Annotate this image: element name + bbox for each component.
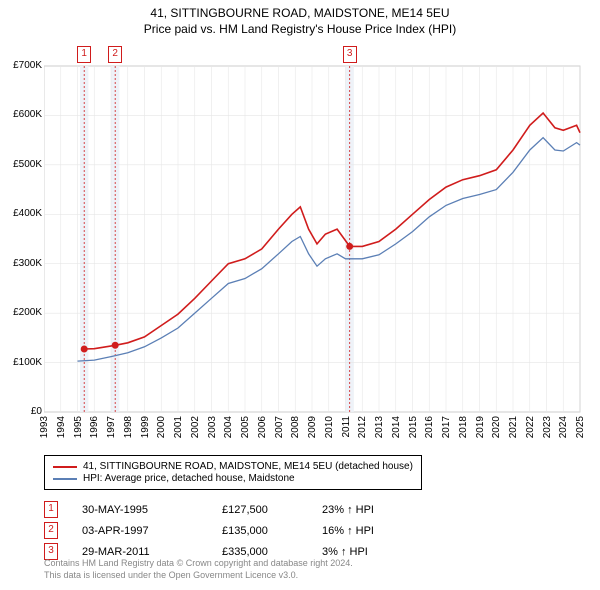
- y-axis-label: £400K: [0, 208, 42, 219]
- x-axis-label: 2010: [324, 416, 335, 438]
- legend-label: 41, SITTINGBOURNE ROAD, MAIDSTONE, ME14 …: [83, 461, 413, 472]
- x-axis-label: 2016: [424, 416, 435, 438]
- x-axis-label: 2014: [391, 416, 402, 438]
- chart-title: 41, SITTINGBOURNE ROAD, MAIDSTONE, ME14 …: [0, 0, 600, 36]
- x-axis-label: 1996: [89, 416, 100, 438]
- sale-price: £335,000: [222, 546, 322, 558]
- title-line-1: 41, SITTINGBOURNE ROAD, MAIDSTONE, ME14 …: [0, 6, 600, 20]
- x-axis-label: 2003: [207, 416, 218, 438]
- footer-line-2: This data is licensed under the Open Gov…: [44, 570, 353, 582]
- legend: 41, SITTINGBOURNE ROAD, MAIDSTONE, ME14 …: [44, 455, 422, 490]
- legend-label: HPI: Average price, detached house, Maid…: [83, 473, 295, 484]
- legend-item: 41, SITTINGBOURNE ROAD, MAIDSTONE, ME14 …: [53, 461, 413, 472]
- x-axis-label: 2024: [558, 416, 569, 438]
- sale-marker-1: 1: [77, 46, 91, 63]
- legend-item: HPI: Average price, detached house, Maid…: [53, 473, 413, 484]
- x-axis-label: 2012: [357, 416, 368, 438]
- sales-table: 1 30-MAY-1995£127,50023% ↑ HPI 2 03-APR-199…: [44, 497, 374, 564]
- y-axis-label: £200K: [0, 307, 42, 318]
- sale-marker-2: 2: [108, 46, 122, 63]
- y-axis-label: £500K: [0, 159, 42, 170]
- x-axis-label: 2004: [223, 416, 234, 438]
- y-axis-label: £600K: [0, 109, 42, 120]
- x-axis-label: 2017: [441, 416, 452, 438]
- chart-svg: [44, 46, 584, 416]
- sale-date: 03-APR-1997: [82, 525, 222, 537]
- x-axis-label: 2001: [173, 416, 184, 438]
- legend-swatch: [53, 466, 77, 468]
- sale-row: 1 30-MAY-1995£127,50023% ↑ HPI: [44, 501, 374, 518]
- x-axis-label: 2006: [257, 416, 268, 438]
- x-axis-label: 1999: [140, 416, 151, 438]
- title-line-2: Price paid vs. HM Land Registry's House …: [0, 22, 600, 36]
- x-axis-label: 1998: [123, 416, 134, 438]
- sale-vs-hpi: 23% ↑ HPI: [322, 504, 374, 516]
- y-axis-label: £100K: [0, 357, 42, 368]
- chart-area: [44, 46, 584, 416]
- y-axis-label: £300K: [0, 258, 42, 269]
- sale-price: £127,500: [222, 504, 322, 516]
- footer-attribution: Contains HM Land Registry data © Crown c…: [44, 558, 353, 581]
- legend-swatch: [53, 478, 77, 480]
- sale-date: 29-MAR-2011: [82, 546, 222, 558]
- y-axis-label: £700K: [0, 60, 42, 71]
- x-axis-label: 1995: [73, 416, 84, 438]
- x-axis-label: 2000: [156, 416, 167, 438]
- sale-date: 30-MAY-1995: [82, 504, 222, 516]
- sale-number-box: 2: [44, 522, 58, 539]
- x-axis-label: 2008: [290, 416, 301, 438]
- x-axis-label: 2019: [475, 416, 486, 438]
- sale-number-box: 1: [44, 501, 58, 518]
- sale-vs-hpi: 16% ↑ HPI: [322, 525, 374, 537]
- sale-marker-3: 3: [343, 46, 357, 63]
- x-axis-label: 2011: [341, 416, 352, 438]
- x-axis-label: 1993: [39, 416, 50, 438]
- x-axis-label: 2025: [575, 416, 586, 438]
- x-axis-label: 2007: [274, 416, 285, 438]
- x-axis-label: 2009: [307, 416, 318, 438]
- x-axis-label: 1994: [56, 416, 67, 438]
- x-axis-label: 2022: [525, 416, 536, 438]
- sale-vs-hpi: 3% ↑ HPI: [322, 546, 368, 558]
- footer-line-1: Contains HM Land Registry data © Crown c…: [44, 558, 353, 570]
- x-axis-label: 1997: [106, 416, 117, 438]
- x-axis-label: 2023: [542, 416, 553, 438]
- x-axis-label: 2021: [508, 416, 519, 438]
- x-axis-label: 2002: [190, 416, 201, 438]
- x-axis-label: 2015: [408, 416, 419, 438]
- sale-price: £135,000: [222, 525, 322, 537]
- x-axis-label: 2018: [458, 416, 469, 438]
- x-axis-label: 2020: [491, 416, 502, 438]
- x-axis-label: 2005: [240, 416, 251, 438]
- sale-row: 2 03-APR-1997£135,00016% ↑ HPI: [44, 522, 374, 539]
- y-axis-label: £0: [0, 406, 42, 417]
- x-axis-label: 2013: [374, 416, 385, 438]
